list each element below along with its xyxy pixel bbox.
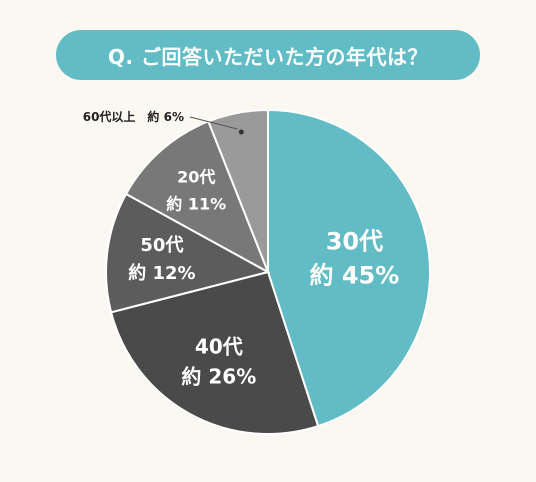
slice-value-label: 約 45% bbox=[309, 262, 399, 290]
pie-slice-2 bbox=[109, 270, 320, 435]
slice-value-label: 約 11% bbox=[166, 195, 226, 214]
pie-slice-3 bbox=[105, 192, 271, 314]
callout-line bbox=[189, 116, 238, 130]
slice-value-label: 約 26% bbox=[181, 364, 256, 388]
callout-dot bbox=[238, 129, 244, 135]
slice-value-label: 約 12% bbox=[128, 262, 195, 284]
slice-category-label: 40代 bbox=[195, 334, 243, 358]
slice-category-label: 20代 bbox=[177, 168, 215, 187]
slice-category-label: 30代 bbox=[326, 228, 383, 256]
pie-slice-4 bbox=[124, 120, 270, 275]
pie-slice-1 bbox=[267, 108, 431, 428]
question-title: Q. ご回答いただいた方の年代は？ bbox=[56, 30, 480, 80]
callout-label: 60代以上 約 6% bbox=[83, 109, 184, 124]
slice-category-label: 50代 bbox=[140, 235, 183, 256]
